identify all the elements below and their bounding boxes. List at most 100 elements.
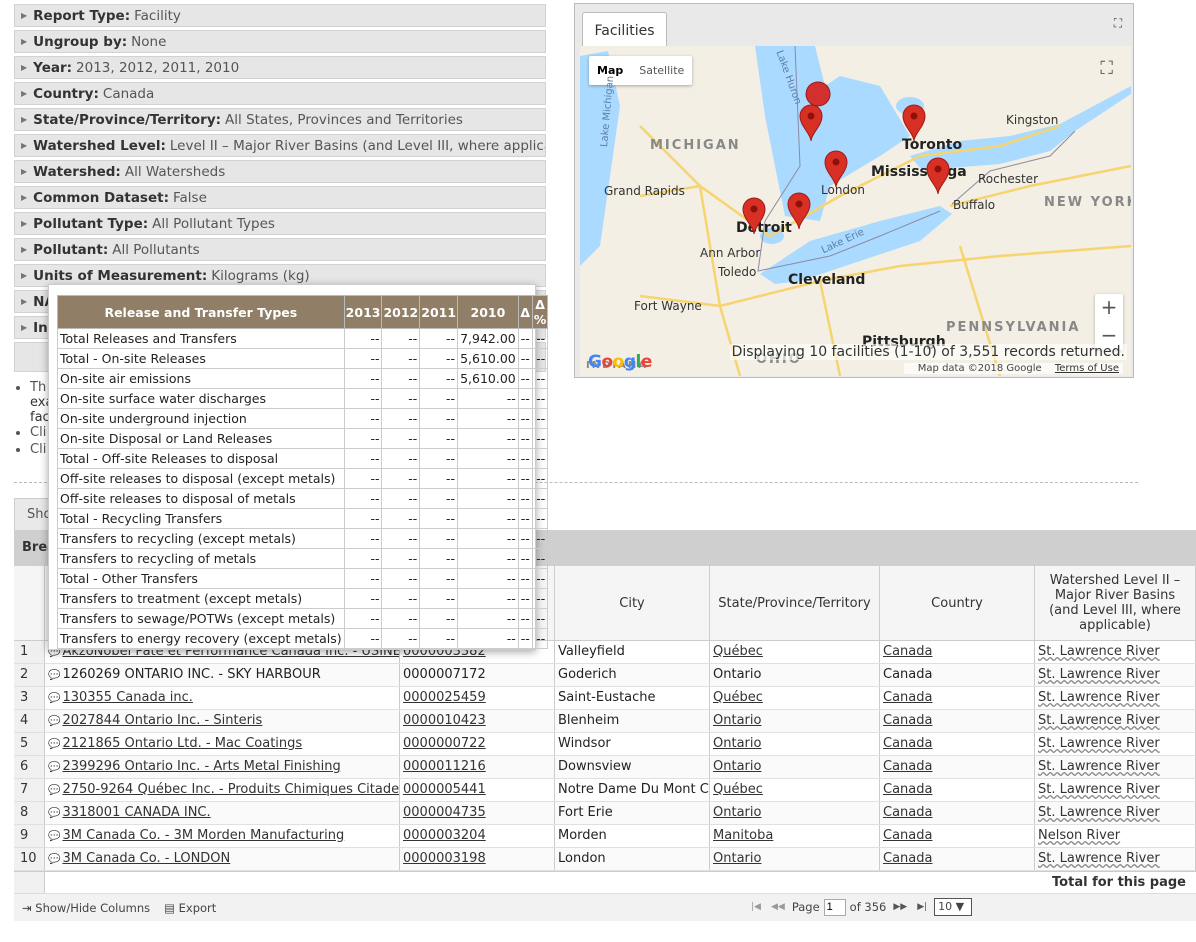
table-row[interactable]: 9 💬 3M Canada Co. - 3M Morden Manufacturin… bbox=[14, 825, 1196, 848]
table-row[interactable]: 10 💬 3M Canada Co. - LONDON 0000003198 Londo… bbox=[14, 848, 1196, 871]
page-number-input[interactable] bbox=[823, 898, 846, 916]
comment-icon[interactable]: 💬 bbox=[48, 647, 61, 658]
country-link[interactable]: Canada bbox=[883, 736, 933, 751]
comment-icon[interactable]: 💬 bbox=[48, 854, 61, 865]
zoom-out-button[interactable]: − bbox=[1100, 323, 1118, 347]
facility-id-link[interactable]: 0000011216 bbox=[403, 759, 486, 774]
facility-id-link[interactable]: 0000025459 bbox=[403, 690, 486, 705]
terms-of-use-link[interactable]: Terms of Use bbox=[1054, 363, 1119, 374]
table-row[interactable]: 2 💬 1260269 ONTARIO INC. - SKY HARBOUR 0000… bbox=[14, 664, 1196, 687]
first-page-icon[interactable]: |◀ bbox=[751, 902, 761, 912]
facility-marker[interactable] bbox=[799, 104, 823, 142]
watershed-link[interactable]: St. Lawrence River bbox=[1038, 805, 1160, 820]
table-row[interactable]: 8 💬 3318001 CANADA INC. 0000004735 Fort Erie… bbox=[14, 802, 1196, 825]
filter-row[interactable]: ▶ Watershed Level: Level II – Major River … bbox=[14, 134, 546, 157]
last-page-icon[interactable]: ▶| bbox=[917, 902, 928, 912]
facility-name-link[interactable]: 3M Canada Co. - LONDON bbox=[62, 851, 231, 866]
facility-marker[interactable] bbox=[926, 157, 950, 195]
filter-row[interactable]: ▶ Pollutant: All Pollutants bbox=[14, 238, 546, 261]
expand-icon[interactable]: ⛶ bbox=[1113, 16, 1123, 30]
column-header[interactable]: State/Province/Territory bbox=[710, 566, 880, 640]
column-header[interactable] bbox=[14, 566, 45, 640]
fullscreen-icon[interactable]: ⛶ bbox=[1100, 58, 1113, 79]
export-button[interactable]: ▤ Export bbox=[164, 901, 216, 915]
facility-id-link[interactable]: 0000004735 bbox=[403, 805, 486, 820]
facility-marker[interactable] bbox=[787, 192, 811, 230]
comment-icon[interactable]: 💬 bbox=[48, 762, 61, 773]
facility-id-link[interactable]: 0000003198 bbox=[403, 851, 486, 866]
show-hide-columns-button[interactable]: ⇥ Show/Hide Columns bbox=[22, 901, 150, 915]
watershed-link[interactable]: St. Lawrence River bbox=[1038, 851, 1160, 866]
province-link[interactable]: Manitoba bbox=[713, 828, 774, 843]
comment-icon[interactable]: 💬 bbox=[48, 739, 61, 750]
facility-id-link[interactable]: 0000005441 bbox=[403, 782, 486, 797]
table-row[interactable]: 7 💬 2750-9264 Québec Inc. - Produits Chimi… bbox=[14, 779, 1196, 802]
filter-row[interactable]: ▶ Ungroup by: None bbox=[14, 30, 546, 53]
comment-icon[interactable]: 💬 bbox=[48, 670, 61, 681]
facility-name-link[interactable]: 3M Canada Co. - 3M Morden Manufacturing bbox=[62, 828, 345, 843]
next-page-icon[interactable]: ▶▶ bbox=[893, 902, 908, 912]
comment-icon[interactable]: 💬 bbox=[48, 693, 61, 704]
filter-row[interactable]: ▶ Pollutant Type: All Pollutant Types bbox=[14, 212, 546, 235]
zoom-in-button[interactable]: + bbox=[1100, 295, 1118, 319]
map-type-map-button[interactable]: Map bbox=[597, 64, 624, 77]
facility-name-link[interactable]: 2121865 Ontario Ltd. - Mac Coatings bbox=[62, 736, 303, 751]
country-link[interactable]: Canada bbox=[883, 690, 933, 705]
province-link[interactable]: Québec bbox=[713, 782, 763, 797]
province-link[interactable]: Ontario bbox=[713, 805, 762, 820]
comment-icon[interactable]: 💬 bbox=[48, 808, 61, 819]
province-link[interactable]: Ontario bbox=[713, 667, 762, 682]
watershed-link[interactable]: St. Lawrence River bbox=[1038, 644, 1160, 659]
watershed-link[interactable]: St. Lawrence River bbox=[1038, 690, 1160, 705]
facility-marker[interactable] bbox=[824, 150, 848, 188]
facility-name-link[interactable]: 2027844 Ontario Inc. - Sinteris bbox=[62, 713, 263, 728]
column-header[interactable]: Country bbox=[880, 566, 1035, 640]
filter-row[interactable]: ▶ Report Type: Facility bbox=[14, 4, 546, 27]
country-link[interactable]: Canada bbox=[883, 667, 933, 682]
page-size-select[interactable]: 10 ▼ bbox=[934, 898, 973, 916]
province-link[interactable]: Ontario bbox=[713, 759, 762, 774]
filter-row[interactable]: ▶ Watershed: All Watersheds bbox=[14, 160, 546, 183]
country-link[interactable]: Canada bbox=[883, 713, 933, 728]
country-link[interactable]: Canada bbox=[883, 782, 933, 797]
watershed-link[interactable]: Nelson River bbox=[1038, 828, 1121, 843]
map-canvas[interactable]: Map Satellite ⛶ MICHIGAN NEW YORK PENNSY… bbox=[580, 46, 1131, 376]
province-link[interactable]: Québec bbox=[713, 690, 763, 705]
facility-id-link[interactable]: 0000003204 bbox=[403, 828, 486, 843]
facility-name-link[interactable]: 130355 Canada inc. bbox=[62, 690, 193, 705]
facility-marker[interactable] bbox=[902, 104, 926, 142]
facility-id-link[interactable]: 0000010423 bbox=[403, 713, 486, 728]
facility-name-link[interactable]: 2399296 Ontario Inc. - Arts Metal Finish… bbox=[62, 759, 341, 774]
table-row[interactable]: 5 💬 2121865 Ontario Ltd. - Mac Coatings 000… bbox=[14, 733, 1196, 756]
column-header[interactable]: City bbox=[555, 566, 710, 640]
province-link[interactable]: Ontario bbox=[713, 713, 762, 728]
column-header[interactable]: Watershed Level II – Major River Basins … bbox=[1035, 566, 1196, 640]
map-type-satellite-button[interactable]: Satellite bbox=[639, 64, 685, 77]
country-link[interactable]: Canada bbox=[883, 828, 933, 843]
watershed-link[interactable]: St. Lawrence River bbox=[1038, 759, 1160, 774]
filter-row[interactable]: ▶ State/Province/Territory: All States, Pr… bbox=[14, 108, 546, 131]
watershed-link[interactable]: St. Lawrence River bbox=[1038, 667, 1160, 682]
facility-id-link[interactable]: 0000007172 bbox=[403, 667, 486, 682]
table-row[interactable]: 6 💬 2399296 Ontario Inc. - Arts Metal Fini… bbox=[14, 756, 1196, 779]
prev-page-icon[interactable]: ◀◀ bbox=[770, 902, 785, 912]
country-link[interactable]: Canada bbox=[883, 805, 933, 820]
facility-name-link[interactable]: 2750-9264 Québec Inc. - Produits Chimiqu… bbox=[62, 782, 400, 797]
watershed-link[interactable]: St. Lawrence River bbox=[1038, 713, 1160, 728]
comment-icon[interactable]: 💬 bbox=[48, 785, 61, 796]
province-link[interactable]: Québec bbox=[713, 644, 763, 659]
filter-row[interactable]: ▶ Country: Canada bbox=[14, 82, 546, 105]
province-link[interactable]: Ontario bbox=[713, 736, 762, 751]
comment-icon[interactable]: 💬 bbox=[48, 831, 61, 842]
facility-name-link[interactable]: 3318001 CANADA INC. bbox=[62, 805, 211, 820]
facility-id-link[interactable]: 0000000722 bbox=[403, 736, 486, 751]
facility-name-link[interactable]: 1260269 ONTARIO INC. - SKY HARBOUR bbox=[62, 667, 321, 682]
facility-marker[interactable] bbox=[742, 197, 766, 235]
filter-row[interactable]: ▶ Year:2013, 2012, 2011, 2010 bbox=[14, 56, 546, 79]
tab-facilities[interactable]: Facilities bbox=[582, 12, 667, 48]
province-link[interactable]: Ontario bbox=[713, 851, 762, 866]
country-link[interactable]: Canada bbox=[883, 851, 933, 866]
country-link[interactable]: Canada bbox=[883, 644, 933, 659]
country-link[interactable]: Canada bbox=[883, 759, 933, 774]
comment-icon[interactable]: 💬 bbox=[48, 716, 61, 727]
